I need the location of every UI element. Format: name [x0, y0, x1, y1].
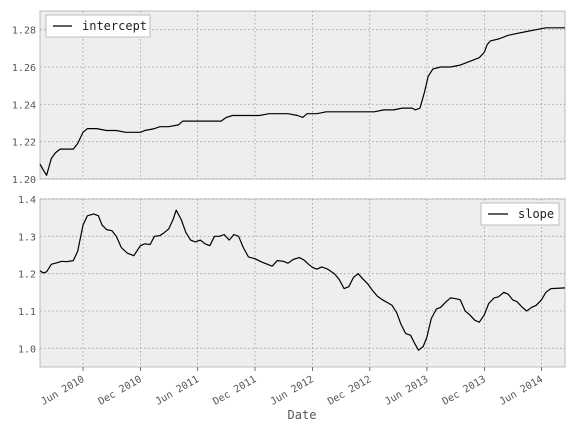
- slope-series-line: [39, 209, 566, 351]
- slope-legend-label: slope: [518, 207, 554, 221]
- x-tick-label-1: Dec 2010: [97, 374, 144, 408]
- x-tick-label-0: Jun 2010: [39, 374, 86, 408]
- intercept-gridlines: [40, 11, 565, 180]
- y-tick-label-3: 1.26: [12, 63, 36, 74]
- y-tick-label-1: 1.1: [18, 307, 36, 318]
- x-tick-label-7: Dec 2013: [441, 374, 488, 408]
- intercept-series-line: [39, 27, 565, 176]
- y-tick-label-3: 1.3: [18, 232, 36, 243]
- intercept-legend-label: intercept: [82, 19, 147, 33]
- y-tick-label-2: 1.24: [12, 100, 36, 111]
- intercept-legend-box: [45, 14, 151, 38]
- y-tick-label-0: 1.20: [12, 175, 36, 186]
- y-tick-label-2: 1.2: [18, 270, 36, 281]
- slope-panel: 1.0 1.1 1.2 1.3 1.4 Jun 2010 Dec 2010 Jun 2011…: [18, 195, 566, 422]
- x-tick-label-2: Jun 2011: [154, 374, 201, 408]
- slope-legend-box: [480, 202, 560, 226]
- y-tick-label-4: 1.28: [12, 26, 36, 37]
- x-tick-label-6: Jun 2013: [383, 374, 430, 408]
- x-tick-label-5: Dec 2012: [326, 374, 373, 408]
- x-tick-label-3: Dec 2011: [211, 374, 258, 408]
- intercept-legend: intercept: [45, 14, 151, 38]
- x-axis-label: Date: [288, 408, 317, 422]
- y-tick-label-4: 1.4: [18, 195, 36, 206]
- intercept-plot-area: [39, 10, 566, 180]
- y-tick-label-0: 1.0: [18, 344, 36, 355]
- y-tick-label-1: 1.22: [12, 138, 36, 149]
- slope-plot-area: [39, 198, 566, 368]
- date-x-axis: Jun 2010 Dec 2010 Jun 2011 Dec 2011 Jun 2012…: [39, 367, 545, 408]
- slope-y-axis: 1.0 1.1 1.2 1.3 1.4: [18, 195, 36, 355]
- intercept-panel: 1.20 1.22 1.24 1.26 1.28 intercept: [12, 10, 566, 186]
- intercept-y-axis: 1.20 1.22 1.24 1.26 1.28: [12, 26, 36, 186]
- slope-legend: slope: [480, 202, 560, 226]
- x-tick-label-4: Jun 2012: [269, 374, 316, 408]
- x-tick-label-8: Jun 2014: [498, 374, 545, 408]
